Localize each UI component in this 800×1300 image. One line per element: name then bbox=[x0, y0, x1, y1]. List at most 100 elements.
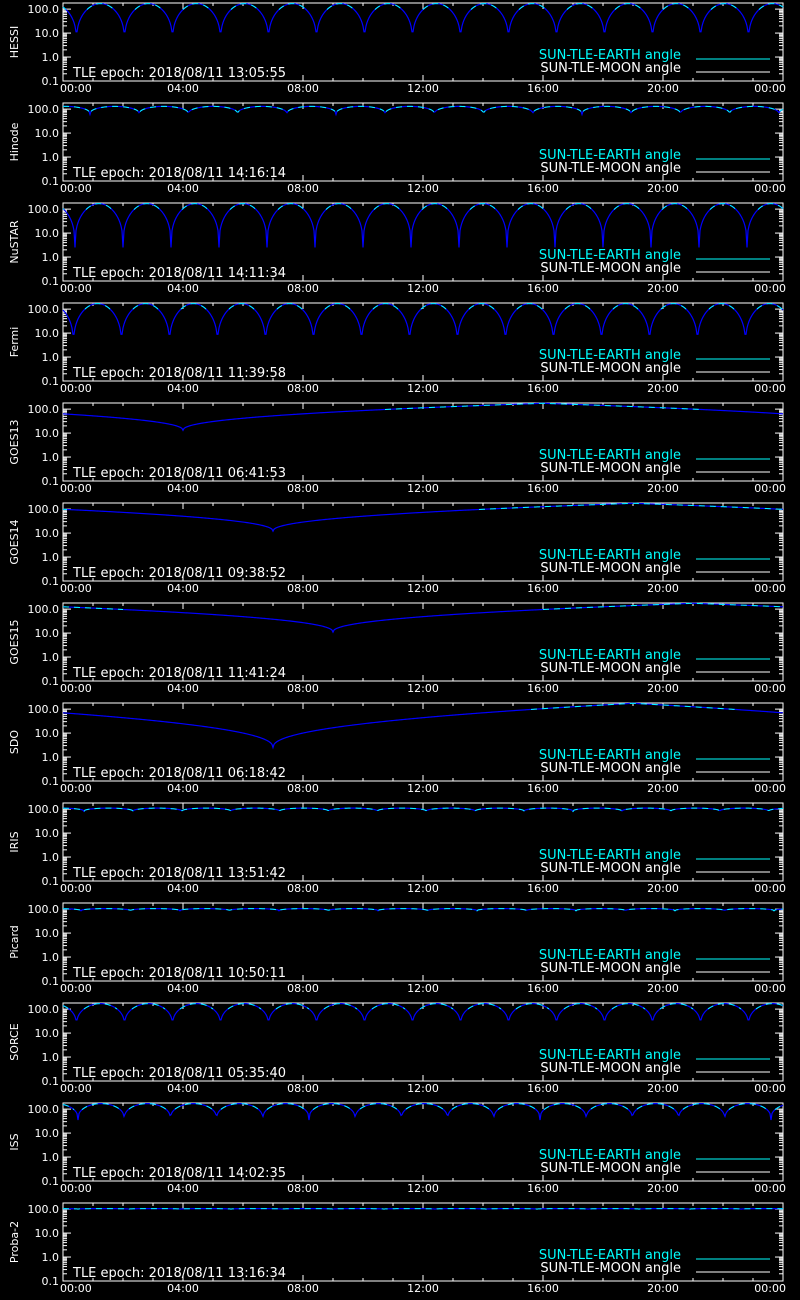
x-tick-label: 00:00 bbox=[60, 182, 92, 195]
panel-hessi: 100.010.01.00.100:00 04:00 08:00 12:00 16:00… bbox=[8, 2, 786, 95]
sun-earth-angle-highlight bbox=[62, 502, 784, 510]
legend-earth-label: SUN-TLE-EARTH angle bbox=[539, 648, 681, 663]
x-tick-label: 16:00 bbox=[527, 182, 559, 195]
x-tick-label: 20:00 bbox=[647, 982, 679, 995]
y-tick-label: 10.0 bbox=[35, 127, 60, 140]
y-tick-label: 100.0 bbox=[28, 503, 60, 516]
x-tick-label: 00:00 bbox=[60, 582, 92, 595]
x-tick-label: 00:00 bbox=[754, 882, 786, 895]
x-tick-label: 20:00 bbox=[647, 1182, 679, 1195]
x-tick-label: 20:00 bbox=[647, 582, 679, 595]
x-tick-label: 00:00 bbox=[754, 782, 786, 795]
x-tick-label: 04:00 bbox=[167, 382, 199, 395]
panel-fermi: 100.010.01.00.100:00 04:00 08:00 12:00 16:00… bbox=[8, 302, 786, 395]
y-tick-label: 1.0 bbox=[42, 151, 60, 164]
x-tick-label: 00:00 bbox=[60, 782, 92, 795]
x-tick-label: 00:00 bbox=[60, 1182, 92, 1195]
y-tick-label: 100.0 bbox=[28, 703, 60, 716]
panel-goes13: 100.010.01.00.100:00 04:00 08:00 12:00 16:00… bbox=[8, 402, 786, 495]
y-tick-label: 10.0 bbox=[35, 627, 60, 640]
tle-epoch-text: TLE epoch: 2018/08/11 13:05:55 bbox=[72, 66, 286, 81]
y-tick-label: 0.1 bbox=[42, 1275, 60, 1288]
x-tick-label: 08:00 bbox=[287, 82, 319, 95]
x-tick-label: 00:00 bbox=[754, 182, 786, 195]
legend-moon-label: SUN-TLE-MOON angle bbox=[540, 461, 681, 476]
x-tick-label: 16:00 bbox=[527, 82, 559, 95]
y-tick-label: 0.1 bbox=[42, 575, 60, 588]
x-tick-label: 00:00 bbox=[754, 1282, 786, 1295]
x-tick-label: 12:00 bbox=[407, 882, 439, 895]
tle-epoch-text: TLE epoch: 2018/08/11 10:50:11 bbox=[72, 966, 286, 981]
x-tick-label: 08:00 bbox=[287, 1282, 319, 1295]
x-tick-label: 00:00 bbox=[60, 482, 92, 495]
satellite-label: GOES14 bbox=[8, 519, 21, 564]
satellite-label: Fermi bbox=[8, 327, 21, 358]
legend-moon-label: SUN-TLE-MOON angle bbox=[540, 661, 681, 676]
satellite-label: Picard bbox=[8, 925, 21, 959]
y-tick-label: 0.1 bbox=[42, 475, 60, 488]
sun-earth-angle-highlight bbox=[62, 105, 784, 113]
legend-moon-label: SUN-TLE-MOON angle bbox=[540, 161, 681, 176]
legend-earth-label: SUN-TLE-EARTH angle bbox=[539, 348, 681, 363]
y-tick-label: 1.0 bbox=[42, 351, 60, 364]
x-tick-label: 00:00 bbox=[754, 382, 786, 395]
panel-nustar: 100.010.01.00.100:00 04:00 08:00 12:00 16:00… bbox=[8, 202, 786, 295]
x-tick-label: 04:00 bbox=[167, 782, 199, 795]
x-tick-label: 00:00 bbox=[60, 82, 92, 95]
satellite-label: ISS bbox=[8, 1133, 21, 1150]
x-tick-label: 04:00 bbox=[167, 982, 199, 995]
sun-earth-angle-highlight bbox=[62, 3, 784, 10]
y-tick-label: 10.0 bbox=[35, 527, 60, 540]
x-tick-label: 16:00 bbox=[527, 982, 559, 995]
x-tick-label: 20:00 bbox=[647, 182, 679, 195]
x-tick-label: 00:00 bbox=[60, 1282, 92, 1295]
x-tick-label: 20:00 bbox=[647, 682, 679, 695]
y-tick-label: 0.1 bbox=[42, 875, 60, 888]
sun-earth-angle-highlight bbox=[62, 602, 784, 610]
sun-earth-angle-curve bbox=[62, 702, 784, 750]
tle-epoch-text: TLE epoch: 2018/08/11 14:02:35 bbox=[72, 1166, 286, 1181]
sun-earth-angle-highlight bbox=[530, 702, 736, 710]
panel-goes15: 100.010.01.00.100:00 04:00 08:00 12:00 16:00… bbox=[8, 602, 786, 695]
x-tick-label: 20:00 bbox=[647, 282, 679, 295]
x-tick-label: 20:00 bbox=[647, 482, 679, 495]
y-tick-label: 1.0 bbox=[42, 51, 60, 64]
sun-earth-angle-highlight bbox=[62, 807, 784, 813]
y-tick-label: 0.1 bbox=[42, 675, 60, 688]
x-tick-label: 16:00 bbox=[527, 1082, 559, 1095]
legend-moon-label: SUN-TLE-MOON angle bbox=[540, 261, 681, 276]
y-tick-label: 1.0 bbox=[42, 751, 60, 764]
legend-moon-label: SUN-TLE-MOON angle bbox=[540, 61, 681, 76]
x-tick-label: 00:00 bbox=[754, 1182, 786, 1195]
x-tick-label: 12:00 bbox=[407, 82, 439, 95]
x-tick-label: 16:00 bbox=[527, 782, 559, 795]
satellite-label: SDO bbox=[8, 730, 21, 754]
legend-earth-label: SUN-TLE-EARTH angle bbox=[539, 148, 681, 163]
legend-earth-label: SUN-TLE-EARTH angle bbox=[539, 1248, 681, 1263]
panel-iss: 100.010.01.00.100:00 04:00 08:00 12:00 16:00… bbox=[8, 1102, 786, 1195]
x-tick-label: 00:00 bbox=[754, 982, 786, 995]
x-tick-label: 08:00 bbox=[287, 682, 319, 695]
panel-sorce: 100.010.01.00.100:00 04:00 08:00 12:00 16:00… bbox=[8, 1002, 786, 1095]
legend-earth-label: SUN-TLE-EARTH angle bbox=[539, 948, 681, 963]
x-tick-label: 04:00 bbox=[167, 582, 199, 595]
x-tick-label: 12:00 bbox=[407, 1182, 439, 1195]
x-tick-label: 08:00 bbox=[287, 982, 319, 995]
y-tick-label: 0.1 bbox=[42, 1075, 60, 1088]
x-tick-label: 20:00 bbox=[647, 882, 679, 895]
tle-epoch-text: TLE epoch: 2018/08/11 14:16:14 bbox=[72, 166, 286, 181]
x-tick-label: 16:00 bbox=[527, 1282, 559, 1295]
x-tick-label: 00:00 bbox=[754, 482, 786, 495]
x-tick-label: 04:00 bbox=[167, 1082, 199, 1095]
x-tick-label: 04:00 bbox=[167, 482, 199, 495]
legend-earth-label: SUN-TLE-EARTH angle bbox=[539, 548, 681, 563]
x-tick-label: 16:00 bbox=[527, 882, 559, 895]
x-tick-label: 04:00 bbox=[167, 882, 199, 895]
panel-hinode: 100.010.01.00.100:00 04:00 08:00 12:00 16:00… bbox=[8, 102, 786, 195]
tle-epoch-text: TLE epoch: 2018/08/11 06:41:53 bbox=[72, 466, 286, 481]
x-tick-label: 04:00 bbox=[167, 682, 199, 695]
legend-earth-label: SUN-TLE-EARTH angle bbox=[539, 748, 681, 763]
legend-earth-label: SUN-TLE-EARTH angle bbox=[539, 48, 681, 63]
y-tick-label: 100.0 bbox=[28, 203, 60, 216]
